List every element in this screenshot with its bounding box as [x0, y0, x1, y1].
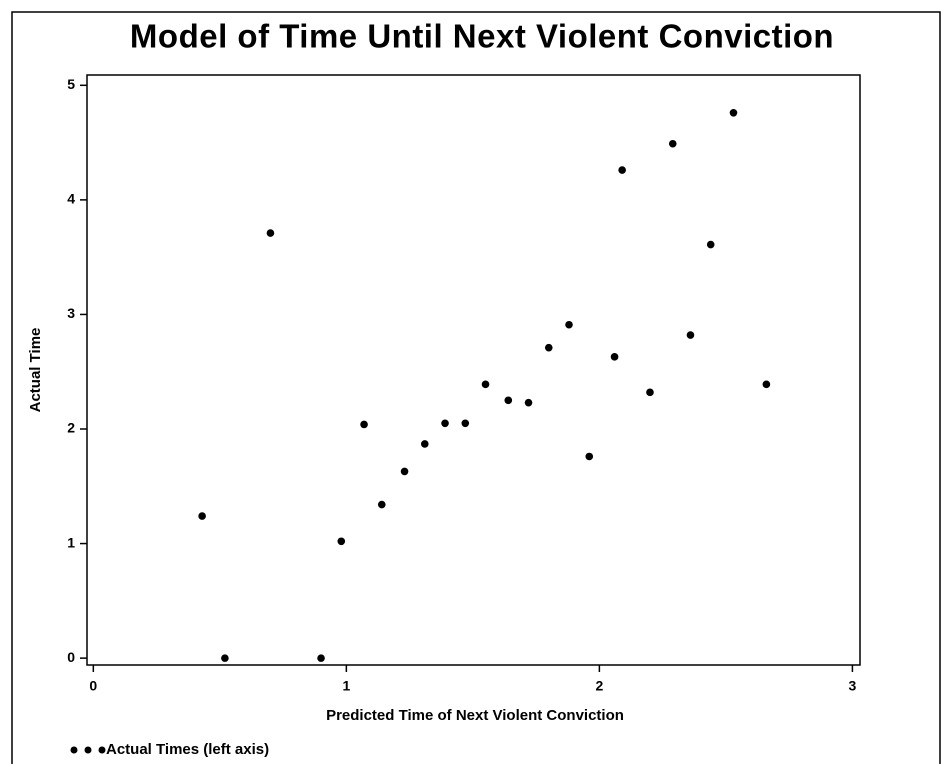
point [544, 343, 553, 352]
legend-marker [70, 746, 78, 754]
x-tick-label: 3 [849, 678, 857, 694]
point [441, 419, 449, 428]
point [221, 654, 229, 662]
y-tick-label: 0 [67, 649, 75, 665]
y-tick-label: 5 [67, 76, 75, 92]
point [524, 398, 533, 407]
point [266, 229, 275, 237]
point [762, 380, 771, 389]
point [729, 109, 738, 117]
point [481, 380, 490, 389]
point [198, 512, 206, 520]
point [585, 452, 594, 461]
plot-frame [86, 74, 861, 666]
point [337, 537, 346, 546]
point [668, 139, 677, 148]
y-tick-label: 3 [67, 305, 75, 321]
y-tick-label: 4 [67, 191, 75, 207]
point [706, 240, 715, 249]
point [317, 654, 325, 662]
y-axis-label: Actual Time [27, 328, 44, 413]
x-tick-label: 1 [342, 678, 350, 694]
legend-marker [84, 746, 92, 754]
point [618, 166, 626, 174]
page-frame [11, 11, 941, 764]
point [565, 320, 573, 329]
point [420, 440, 429, 448]
point [377, 500, 386, 509]
legend-marker [98, 746, 106, 754]
point [646, 388, 654, 397]
point [461, 419, 470, 428]
chart-title: Model of Time Until Next Violent Convict… [130, 18, 834, 55]
point [610, 353, 619, 361]
point [686, 331, 695, 339]
x-tick-label: 0 [89, 678, 97, 694]
y-tick-label: 2 [67, 420, 75, 436]
legend-label: Actual Times (left axis) [106, 741, 269, 758]
x-axis-label: Predicted Time of Next Violent Convictio… [326, 707, 624, 724]
point [400, 467, 409, 476]
y-tick-label: 1 [67, 534, 75, 550]
point [360, 420, 368, 429]
x-tick-label: 2 [595, 678, 603, 694]
point [504, 396, 513, 405]
